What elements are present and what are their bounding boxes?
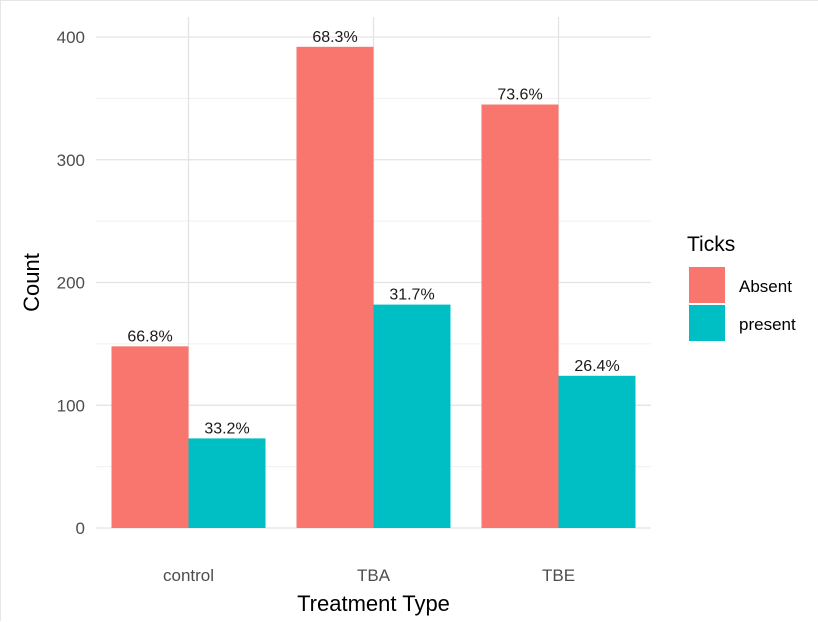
bar-data-label: 33.2% bbox=[204, 420, 249, 437]
bar-present-tba bbox=[373, 304, 451, 528]
legend: Ticks Absent present bbox=[687, 233, 796, 341]
legend-label: present bbox=[739, 315, 796, 334]
bar-data-label: 31.7% bbox=[389, 287, 434, 304]
bar-data-label: 26.4% bbox=[574, 358, 619, 375]
bar-data-label: 68.3% bbox=[312, 29, 357, 46]
y-tick-label: 100 bbox=[57, 396, 85, 415]
y-tick-label: 300 bbox=[57, 151, 85, 170]
y-axis-title: Count bbox=[19, 253, 44, 312]
x-tick-label: control bbox=[163, 566, 214, 585]
bar-absent-tba bbox=[296, 46, 374, 528]
y-tick-label: 200 bbox=[57, 274, 85, 293]
bar-absent-tbe bbox=[481, 104, 559, 528]
bar-present-tbe bbox=[558, 375, 636, 528]
y-tick-label: 0 bbox=[76, 519, 85, 538]
bars bbox=[111, 46, 636, 528]
legend-key-present bbox=[689, 305, 725, 341]
x-axis-title: Treatment Type bbox=[297, 591, 450, 616]
x-axis-ticks: control TBA TBE bbox=[163, 566, 575, 585]
bar-data-label: 73.6% bbox=[497, 87, 542, 104]
legend-title: Ticks bbox=[687, 233, 735, 256]
y-tick-label: 400 bbox=[57, 28, 85, 47]
legend-key-absent bbox=[689, 267, 725, 303]
y-axis-ticks: 0 100 200 300 400 bbox=[57, 28, 85, 538]
x-tick-label: TBA bbox=[357, 566, 391, 585]
x-tick-label: TBE bbox=[542, 566, 575, 585]
bar-present-control bbox=[188, 438, 266, 528]
bar-absent-control bbox=[111, 346, 189, 528]
legend-label: Absent bbox=[739, 277, 792, 296]
bar-data-label: 66.8% bbox=[127, 328, 172, 345]
bar-data-labels: 66.8% 33.2% 68.3% 31.7% 73.6% 26.4% bbox=[127, 29, 619, 438]
